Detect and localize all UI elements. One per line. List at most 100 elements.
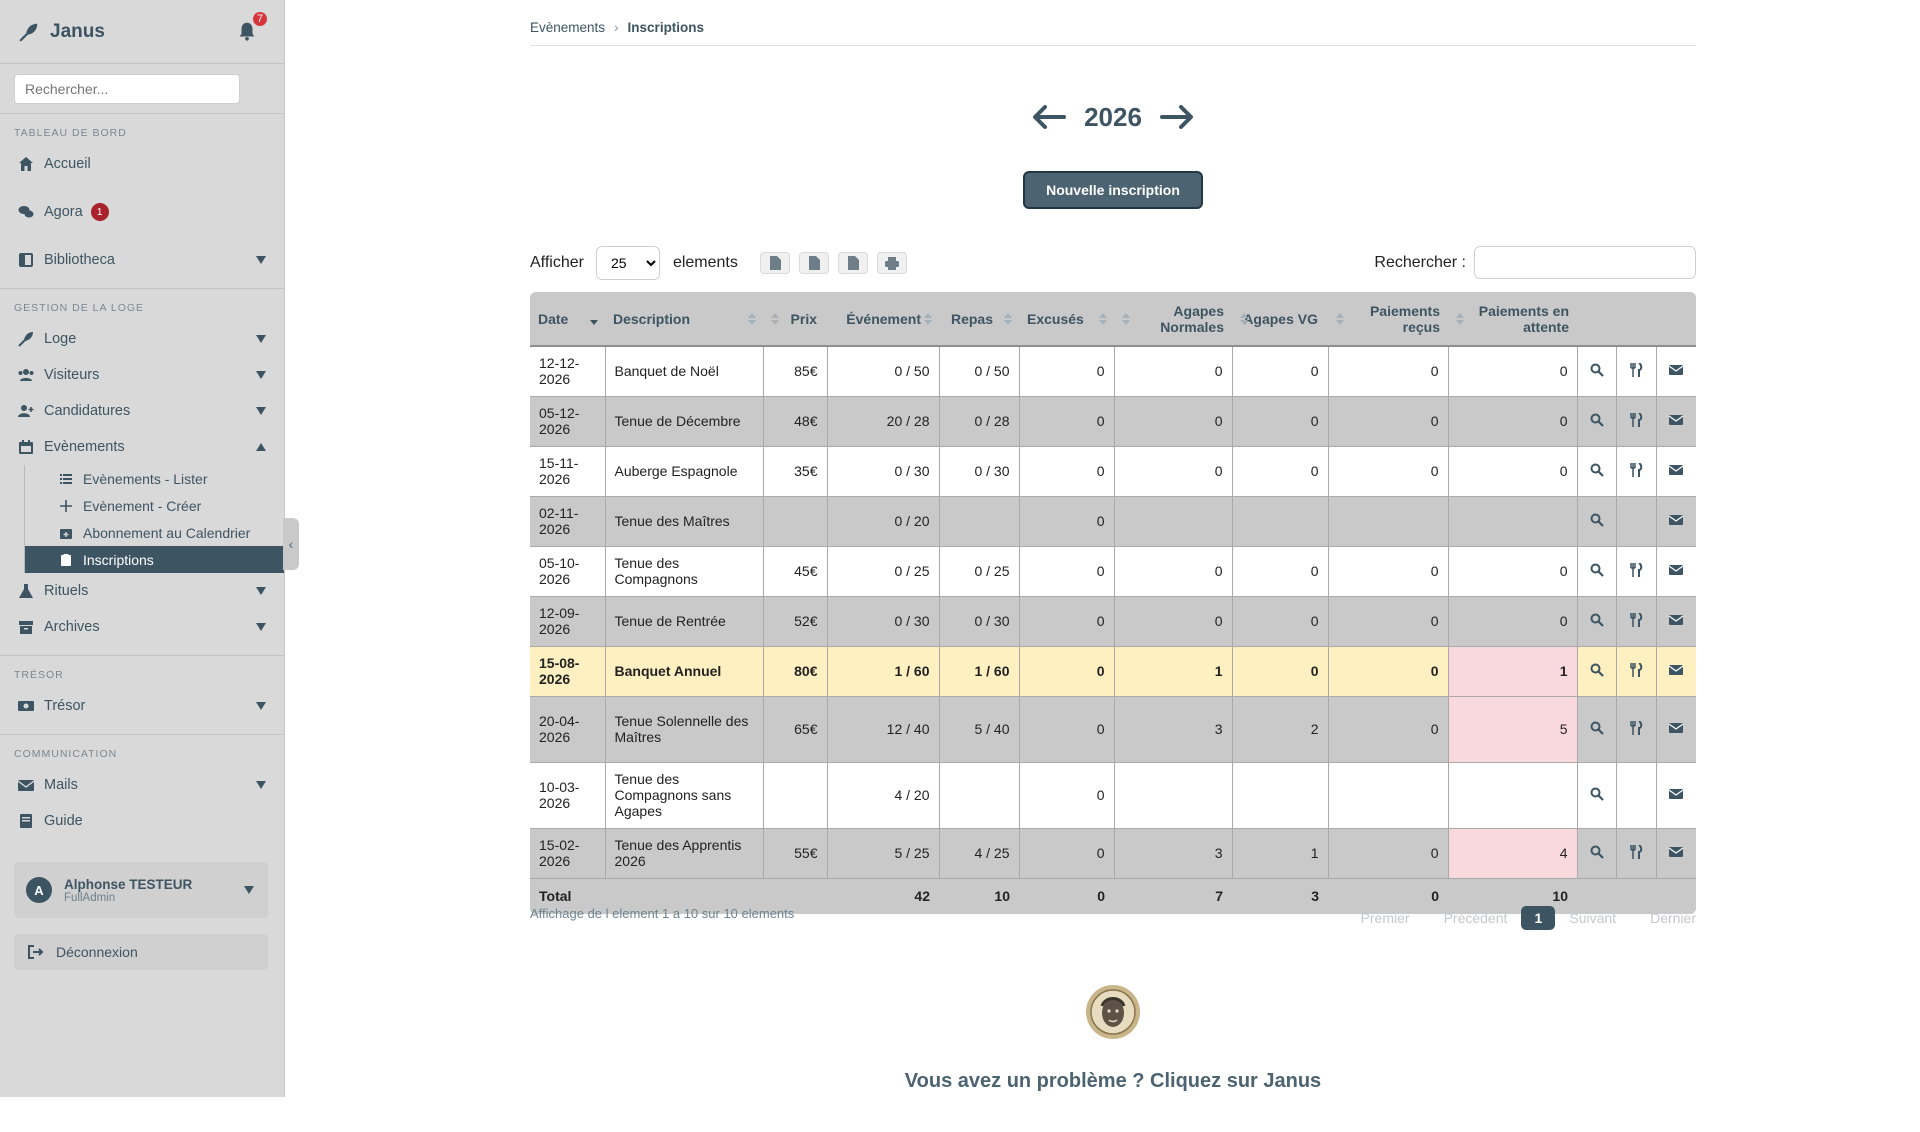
cell-agapes-normales: 3 bbox=[1114, 696, 1233, 763]
pager-previous[interactable]: Précédent bbox=[1443, 910, 1508, 926]
chevron-down-icon bbox=[256, 335, 266, 343]
sidebar-item-accueil[interactable]: Accueil bbox=[0, 146, 284, 182]
sidebar-item-archives[interactable]: Archives bbox=[0, 609, 284, 645]
total-excuses: 0 bbox=[1019, 878, 1114, 914]
cell-action-mail bbox=[1656, 546, 1696, 597]
export-csv-button[interactable] bbox=[759, 252, 790, 274]
envelope-icon[interactable] bbox=[1668, 721, 1684, 737]
sidebar-item-rituels[interactable]: Rituels bbox=[0, 573, 284, 609]
utensils-icon[interactable] bbox=[1629, 361, 1643, 380]
sidebar-item-tresor[interactable]: Trésor bbox=[0, 688, 284, 724]
logout-button[interactable]: Déconnexion bbox=[14, 934, 268, 970]
sidebar-subitem-inscriptions[interactable]: Inscriptions bbox=[25, 546, 284, 573]
section-label-treasury: TRÉSOR bbox=[14, 669, 64, 681]
export-excel-button[interactable] bbox=[798, 252, 829, 274]
search-icon[interactable] bbox=[1590, 787, 1604, 804]
search-icon[interactable] bbox=[1590, 463, 1604, 480]
envelope-icon[interactable] bbox=[1668, 463, 1684, 479]
col-header-date[interactable]: Date bbox=[530, 292, 605, 347]
envelope-icon[interactable] bbox=[1668, 663, 1684, 679]
col-header-paiements-attente[interactable]: Paiements en attente bbox=[1448, 292, 1577, 347]
utensils-icon[interactable] bbox=[1629, 611, 1643, 630]
logout-label: Déconnexion bbox=[56, 944, 138, 960]
search-icon[interactable] bbox=[1590, 413, 1604, 430]
sidebar-item-loge[interactable]: Loge bbox=[0, 321, 284, 357]
search-icon[interactable] bbox=[1590, 513, 1604, 530]
envelope-icon[interactable] bbox=[1668, 845, 1684, 861]
app-title[interactable]: Janus bbox=[50, 20, 105, 42]
sidebar-item-mails[interactable]: Mails bbox=[0, 767, 284, 803]
search-icon[interactable] bbox=[1590, 845, 1604, 862]
cell-agapes-vg: 0 bbox=[1232, 396, 1329, 447]
col-header-excuses[interactable]: Excusés bbox=[1019, 292, 1114, 347]
sidebar-subitem-creer[interactable]: Evènement - Créer bbox=[25, 492, 284, 519]
sort-icon bbox=[1456, 312, 1464, 325]
envelope-icon[interactable] bbox=[1668, 787, 1684, 803]
cell-agapes-vg: 0 bbox=[1232, 446, 1329, 497]
col-header-prix[interactable]: Prix bbox=[763, 292, 827, 347]
user-card[interactable]: A Alphonse TESTEUR FullAdmin bbox=[14, 862, 268, 918]
search-icon[interactable] bbox=[1590, 721, 1604, 738]
sidebar-item-visiteurs[interactable]: Visiteurs bbox=[0, 357, 284, 393]
janus-logo-icon[interactable] bbox=[1085, 984, 1141, 1040]
envelope-icon[interactable] bbox=[1668, 363, 1684, 379]
breadcrumb: Evènements › Inscriptions bbox=[530, 0, 1696, 46]
sidebar-item-evenements[interactable]: Evènements bbox=[0, 429, 284, 465]
col-header-agapes-normales[interactable]: Agapes Normales bbox=[1114, 292, 1232, 347]
search-icon[interactable] bbox=[1590, 363, 1604, 380]
sidebar-subitem-abonnement[interactable]: Abonnement au Calendrier bbox=[25, 519, 284, 546]
total-evenement: 42 bbox=[827, 878, 939, 914]
sidebar-item-agora[interactable]: Agora 1 bbox=[0, 194, 284, 230]
sidebar-subitem-lister[interactable]: Evènements - Lister bbox=[25, 465, 284, 492]
col-header-evenement[interactable]: Événement bbox=[827, 292, 939, 347]
cell-action-view bbox=[1577, 446, 1617, 497]
pager-page-current[interactable]: 1 bbox=[1521, 906, 1556, 930]
cell-paiements-recus: 0 bbox=[1328, 696, 1449, 763]
pager-last[interactable]: Dernier bbox=[1650, 910, 1696, 926]
utensils-icon[interactable] bbox=[1629, 561, 1643, 580]
utensils-icon[interactable] bbox=[1629, 719, 1643, 738]
pager-first[interactable]: Premier bbox=[1360, 910, 1410, 926]
print-button[interactable] bbox=[876, 252, 907, 274]
col-header-paiements-recus[interactable]: Paiements reçus bbox=[1328, 292, 1448, 347]
arrow-right-icon[interactable] bbox=[1159, 104, 1194, 130]
cell-agapes-normales: 0 bbox=[1114, 596, 1233, 647]
page-size-select[interactable]: 102550100 bbox=[595, 246, 660, 280]
sidebar-collapse-handle[interactable]: ‹ bbox=[283, 518, 299, 570]
help-link[interactable]: Vous avez un problème ? Cliquez sur Janu… bbox=[904, 1070, 1322, 1092]
cell-evenement: 0 / 30 bbox=[827, 596, 940, 647]
envelope-icon[interactable] bbox=[1668, 563, 1684, 579]
search-icon[interactable] bbox=[1590, 663, 1604, 680]
sort-icon bbox=[1240, 312, 1248, 325]
pager-next[interactable]: Suivant bbox=[1569, 910, 1617, 926]
sidebar-item-guide[interactable]: Guide bbox=[0, 803, 284, 839]
cell-action-view bbox=[1577, 828, 1617, 879]
col-header-description[interactable]: Description bbox=[605, 292, 763, 347]
envelope-icon[interactable] bbox=[1668, 613, 1684, 629]
feather-icon bbox=[19, 23, 38, 41]
utensils-icon[interactable] bbox=[1629, 411, 1643, 430]
utensils-icon[interactable] bbox=[1629, 661, 1643, 680]
envelope-icon[interactable] bbox=[1668, 413, 1684, 429]
arrow-left-icon[interactable] bbox=[1032, 104, 1067, 130]
search-icon[interactable] bbox=[1590, 613, 1604, 630]
col-header-agapes-vg[interactable]: Agapes VG bbox=[1232, 292, 1328, 347]
sidebar-item-label: Bibliotheca bbox=[44, 252, 115, 268]
search-icon[interactable] bbox=[1590, 563, 1604, 580]
envelope-icon[interactable] bbox=[1668, 513, 1684, 529]
sidebar-item-bibliotheca[interactable]: Bibliotheca bbox=[0, 242, 284, 278]
col-header-repas[interactable]: Repas bbox=[939, 292, 1019, 347]
utensils-icon[interactable] bbox=[1629, 461, 1643, 480]
export-pdf-button[interactable] bbox=[837, 252, 868, 274]
breadcrumb-parent[interactable]: Evènements bbox=[530, 20, 606, 35]
table-search: Rechercher : bbox=[1374, 246, 1696, 279]
sidebar-search-input[interactable] bbox=[14, 74, 240, 104]
bell-icon[interactable] bbox=[236, 20, 258, 42]
sidebar-item-candidatures[interactable]: Candidatures bbox=[0, 393, 284, 429]
inscriptions-table: Date Description Prix Événement Repas Ex… bbox=[530, 292, 1696, 914]
utensils-icon[interactable] bbox=[1629, 843, 1643, 862]
table-search-input[interactable] bbox=[1474, 246, 1696, 279]
cell-evenement: 12 / 40 bbox=[827, 696, 940, 763]
chevron-left-icon: ‹ bbox=[288, 536, 294, 552]
new-inscription-button[interactable]: Nouvelle inscription bbox=[1023, 171, 1203, 209]
